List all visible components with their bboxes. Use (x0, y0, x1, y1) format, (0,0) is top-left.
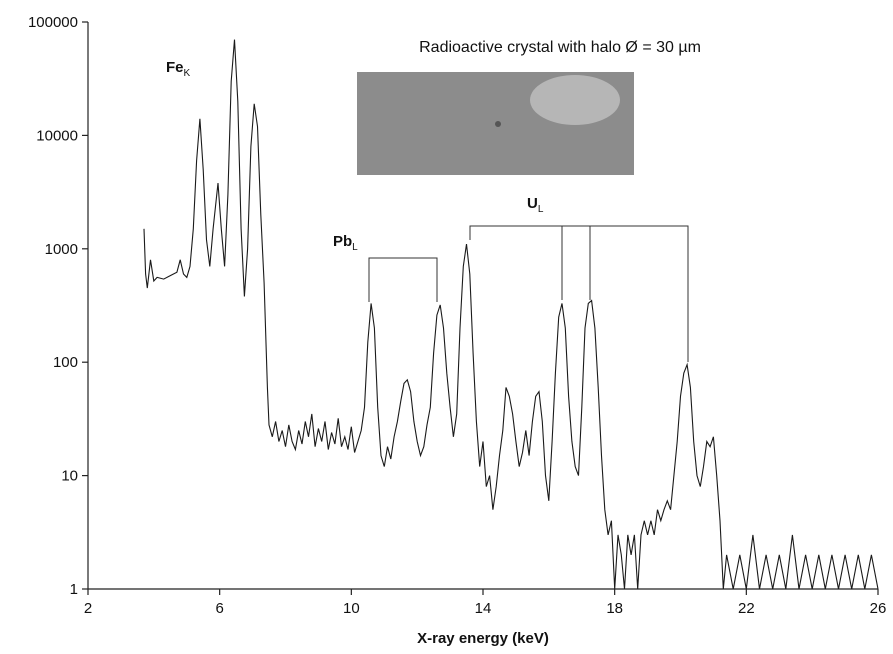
spectrum-line (143, 39, 879, 590)
x-tick-label: 2 (84, 600, 92, 617)
y-tick-label: 10 (61, 468, 78, 485)
y-tick-label: 1000 (45, 241, 78, 258)
x-tick-label: 6 (215, 600, 223, 617)
annotation: PbL (333, 233, 358, 253)
inset-halo (530, 75, 620, 125)
y-tick-label: 10000 (36, 127, 78, 144)
inset-label: Radioactive crystal with halo Ø = 30 µm (419, 39, 701, 56)
annotation-text: U (527, 195, 538, 212)
annotation-text: Fe (166, 59, 184, 76)
annotation-subscript: K (184, 68, 191, 79)
x-tick-label: 14 (475, 600, 492, 617)
x-tick-label: 10 (343, 600, 360, 617)
u-bracket (469, 225, 689, 362)
x-tick-label: 22 (738, 600, 755, 617)
annotation: UL (527, 195, 544, 215)
y-tick-label: 1 (70, 581, 78, 598)
y-tick-label: 100 (53, 354, 78, 371)
inset-crystal (495, 121, 501, 127)
annotation-subscript: L (352, 242, 358, 253)
annotation-subscript: L (538, 204, 544, 215)
x-axis-label: X-ray energy (keV) (417, 630, 549, 647)
y-tick-label: 100000 (28, 14, 78, 31)
x-tick-label: 26 (870, 600, 887, 617)
x-tick-label: 18 (606, 600, 623, 617)
annotation: FeK (166, 59, 191, 79)
annotation-text: Pb (333, 233, 352, 250)
pb-bracket (368, 257, 438, 302)
